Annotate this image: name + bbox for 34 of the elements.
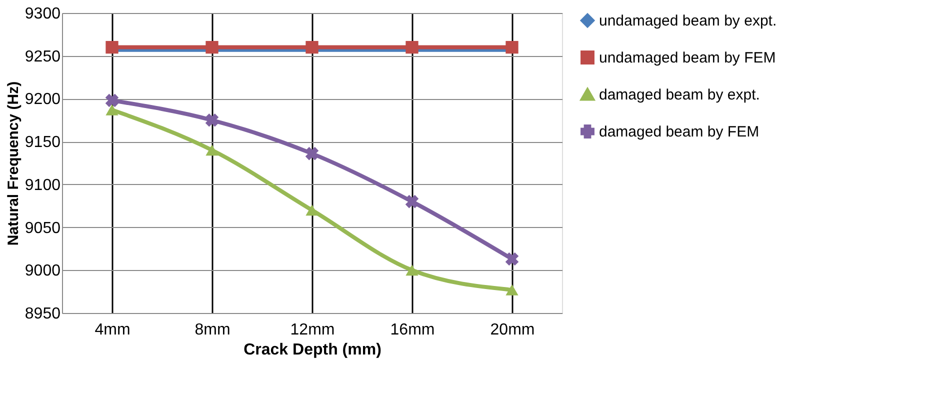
legend-label: undamaged beam by expt. bbox=[599, 12, 777, 30]
point bbox=[306, 204, 318, 216]
point bbox=[306, 40, 318, 54]
legend-label: damaged beam by FEM bbox=[599, 124, 760, 140]
point bbox=[105, 94, 119, 108]
point bbox=[406, 264, 418, 276]
point bbox=[106, 40, 118, 54]
y-tick-label: 9050 bbox=[24, 220, 61, 237]
point bbox=[506, 284, 518, 296]
x-tick-label: 12mm bbox=[290, 322, 335, 338]
point bbox=[406, 40, 418, 54]
y-tick-label: 9000 bbox=[24, 262, 61, 280]
point bbox=[206, 40, 218, 54]
x-tick-label: 16mm bbox=[390, 322, 435, 338]
point bbox=[305, 146, 319, 160]
y-axis-title: Natural Frequency (Hz) bbox=[4, 81, 22, 246]
y-tick-label: 9250 bbox=[24, 48, 61, 66]
point bbox=[106, 104, 118, 116]
y-tick-label: 9300 bbox=[24, 6, 61, 22]
x-tick-label: 4mm bbox=[94, 322, 130, 338]
y-tick-label: 9200 bbox=[24, 91, 61, 108]
legend-label: undamaged beam by FEM bbox=[599, 50, 776, 66]
point bbox=[205, 114, 219, 127]
x-axis-title: Crack Depth (mm) bbox=[244, 342, 382, 358]
point bbox=[506, 40, 518, 54]
y-tick-label: 9100 bbox=[24, 176, 61, 194]
x-tick-label: 8mm bbox=[194, 322, 230, 338]
x-tick-label: 20mm bbox=[490, 322, 535, 338]
legend-label: damaged beam by expt. bbox=[599, 86, 760, 104]
y-tick-label: 9150 bbox=[24, 134, 61, 152]
y-tick-label: 8950 bbox=[24, 306, 61, 322]
point bbox=[206, 144, 218, 156]
point bbox=[505, 252, 519, 266]
point bbox=[405, 194, 419, 208]
